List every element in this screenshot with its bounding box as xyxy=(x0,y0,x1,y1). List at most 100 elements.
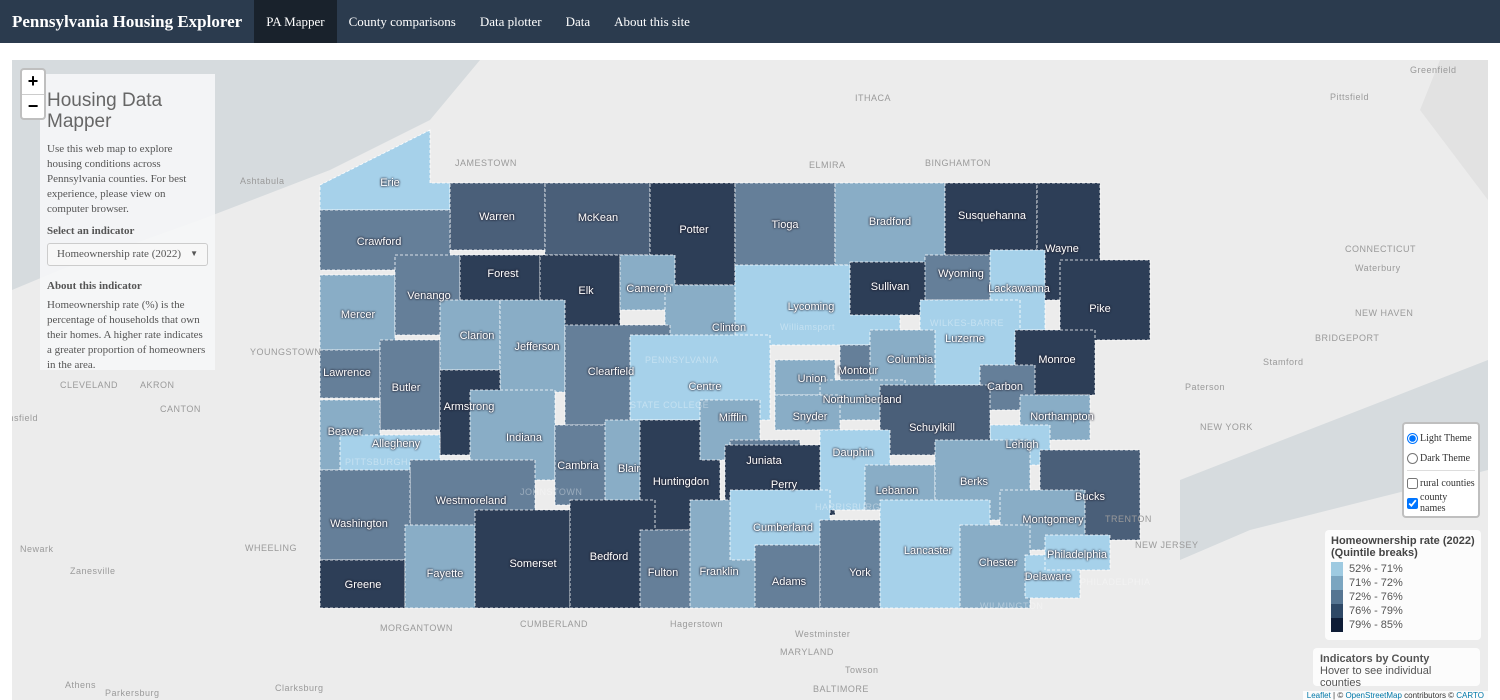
dark-theme-option[interactable]: Dark Theme xyxy=(1407,448,1475,468)
county-philadelphia[interactable] xyxy=(1044,534,1111,571)
basemap-place-label: ELMIRA xyxy=(809,160,846,170)
county-susquehanna[interactable] xyxy=(944,182,1038,256)
about-label: About this indicator xyxy=(47,280,142,292)
brand[interactable]: Pennsylvania Housing Explorer xyxy=(12,11,243,31)
basemap-place-label: MORGANTOWN xyxy=(380,623,453,633)
hover-info: Indicators by County Hover to see indivi… xyxy=(1313,648,1480,689)
county-names-option[interactable]: county names xyxy=(1407,492,1475,514)
county-jefferson[interactable] xyxy=(499,299,566,393)
basemap-place-label: CUMBERLAND xyxy=(520,619,589,629)
legend-swatch xyxy=(1331,590,1343,604)
county-snyder[interactable] xyxy=(774,394,841,431)
county-somerset[interactable] xyxy=(474,509,571,609)
basemap-place-label: Towson xyxy=(845,665,879,675)
basemap-place-label: NEW YORK xyxy=(1200,422,1253,432)
basemap-place-label: Greenfield xyxy=(1410,65,1457,75)
county-mercer[interactable] xyxy=(319,274,396,351)
legend-subtitle: (Quintile breaks) xyxy=(1331,547,1418,559)
legend-item: 79% - 85% xyxy=(1331,618,1475,632)
zoom-out-button[interactable]: − xyxy=(22,94,44,118)
basemap-place-label: CANTON xyxy=(160,404,201,414)
basemap-place-label: BALTIMORE xyxy=(813,684,869,694)
county-greene[interactable] xyxy=(319,559,406,609)
basemap-place-label: NEW HAVEN xyxy=(1355,308,1414,318)
basemap-place-label: BRIDGEPORT xyxy=(1315,333,1380,343)
nav-data-plotter[interactable]: Data plotter xyxy=(479,13,542,29)
panel-intro: Use this web map to explore housing cond… xyxy=(47,143,187,215)
basemap-place-label: BINGHAMTON xyxy=(925,158,991,168)
light-theme-label: Light Theme xyxy=(1420,432,1472,444)
county-centre[interactable] xyxy=(629,334,771,421)
basemap-place-label: JAMESTOWN xyxy=(455,158,517,168)
basemap-place-label: Waterbury xyxy=(1355,263,1401,273)
county-names-label: county names xyxy=(1420,492,1448,514)
zoom-control: + − xyxy=(20,68,46,120)
attr-sep: | © xyxy=(1330,691,1346,700)
map[interactable]: Erie Warren McKean Potter Tioga Bradford Susqu… xyxy=(12,60,1488,700)
county-chester[interactable] xyxy=(959,524,1031,609)
county-washington[interactable] xyxy=(319,469,411,561)
atlantic-shape xyxy=(1180,360,1488,560)
basemap-place-label: WHEELING xyxy=(245,543,298,553)
about-text: Homeownership rate (%) is the percentage… xyxy=(47,299,206,371)
county-adams[interactable] xyxy=(754,544,821,609)
legend-title: Homeownership rate (2022) xyxy=(1331,535,1475,547)
county-tioga[interactable] xyxy=(734,182,836,271)
rural-counties-option[interactable]: rural counties xyxy=(1407,473,1475,493)
county-sullivan[interactable] xyxy=(849,261,931,316)
basemap-place-label: Hagerstown xyxy=(670,619,724,629)
select-label: Select an indicator xyxy=(47,225,135,237)
basemap-place-label: MARYLAND xyxy=(780,647,834,657)
basemap-place-label: Clarksburg xyxy=(275,683,324,693)
basemap-place-label: JOHNSTOWN xyxy=(520,487,583,497)
basemap-place-label: CONNECTICUT xyxy=(1345,244,1416,254)
legend-swatch xyxy=(1331,576,1343,590)
county-forest[interactable] xyxy=(459,254,541,306)
county-wyoming[interactable] xyxy=(924,254,1001,301)
indicator-select-value: Homeownership rate (2022) xyxy=(57,248,182,260)
basemap-place-label: Parkersburg xyxy=(105,688,160,698)
county-bradford[interactable] xyxy=(834,182,946,266)
info-panel: Housing Data Mapper Use this web map to … xyxy=(40,74,215,371)
panel-title: Housing Data Mapper xyxy=(47,90,163,132)
light-theme-option[interactable]: Light Theme xyxy=(1407,428,1475,448)
leaflet-link[interactable]: Leaflet xyxy=(1306,691,1331,700)
legend-item: 72% - 76% xyxy=(1331,590,1475,604)
osm-link[interactable]: OpenStreetMap xyxy=(1345,691,1402,700)
nav-about[interactable]: About this site xyxy=(614,13,690,29)
county-lawrence[interactable] xyxy=(319,349,381,399)
attribution: Leaflet | © OpenStreetMap contributors ©… xyxy=(1302,691,1488,700)
basemap-place-label: Mansfield xyxy=(12,413,39,423)
light-theme-radio[interactable] xyxy=(1407,432,1418,444)
county-butler[interactable] xyxy=(379,339,441,431)
legend-swatch xyxy=(1331,618,1343,632)
county-names-checkbox[interactable] xyxy=(1407,497,1418,509)
map-canvas[interactable] xyxy=(12,60,1488,700)
nav-pa-mapper[interactable]: PA Mapper xyxy=(254,0,337,43)
nav-data[interactable]: Data xyxy=(565,13,591,29)
legend-label: 52% - 71% xyxy=(1349,563,1403,575)
nav-county-comparisons[interactable]: County comparisons xyxy=(348,13,456,29)
rural-counties-checkbox[interactable] xyxy=(1407,477,1418,489)
zoom-in-button[interactable]: + xyxy=(27,71,39,91)
carto-link[interactable]: CARTO xyxy=(1456,691,1484,700)
legend-label: 71% - 72% xyxy=(1349,577,1403,589)
basemap-place-label: Williamsport xyxy=(780,322,836,332)
county-warren[interactable] xyxy=(449,182,546,251)
basemap-place-label: AKRON xyxy=(140,380,175,390)
basemap-place-label: WILKES-BARRE xyxy=(930,318,1005,328)
indicator-select[interactable]: Homeownership rate (2022) ▼ xyxy=(47,243,208,266)
rural-counties-label: rural counties xyxy=(1420,477,1475,489)
layer-control: Light Theme Dark Theme rural counties co… xyxy=(1402,422,1480,518)
basemap-place-label: ITHACA xyxy=(855,93,892,103)
county-clarion[interactable] xyxy=(439,299,501,371)
county-pike[interactable] xyxy=(1059,259,1151,341)
basemap-place-label: Stamford xyxy=(1263,357,1304,367)
dark-theme-radio[interactable] xyxy=(1407,452,1418,464)
basemap-place-label: Pittsfield xyxy=(1330,92,1370,102)
basemap-place-label: WILMINGTON xyxy=(980,601,1044,611)
basemap-place-label: HARRISBURG xyxy=(815,502,881,512)
legend-item: 52% - 71% xyxy=(1331,562,1475,576)
basemap-place-label: CLEVELAND xyxy=(60,380,119,390)
county-mckean[interactable] xyxy=(544,182,651,256)
